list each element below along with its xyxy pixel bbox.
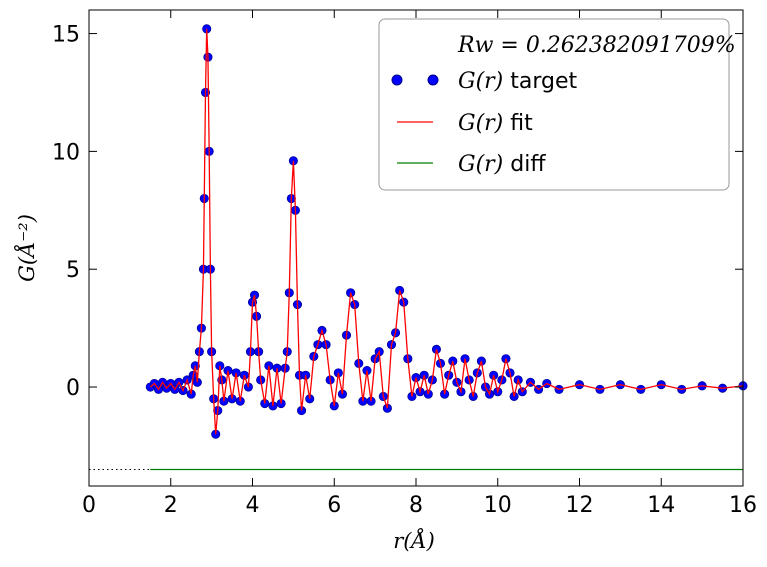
legend-item-diff: G(r) diff — [458, 152, 546, 177]
x-tick-label: 0 — [82, 493, 96, 518]
legend-rw-label: Rw = 0.262382091709% — [457, 33, 736, 58]
legend-target-marker-1 — [391, 74, 403, 86]
legend-diff-math: G(r) — [458, 152, 503, 177]
x-tick-label: 12 — [566, 493, 594, 518]
legend-fit-math: G(r) — [458, 111, 503, 136]
legend-target-math: G(r) — [458, 69, 503, 94]
x-tick-label: 2 — [164, 493, 178, 518]
x-axis-label: r(Å) — [393, 528, 435, 553]
x-tick-label: 8 — [409, 493, 423, 518]
legend-item-fit: G(r) fit — [458, 111, 533, 136]
y-tick-label: 0 — [66, 376, 80, 401]
axis-ticks: 0 2 4 6 8 10 12 14 16 0 5 10 15 — [52, 9, 757, 518]
x-tick-label: 10 — [484, 493, 512, 518]
legend-diff-text: diff — [503, 152, 546, 177]
legend-item-target: G(r) target — [458, 69, 578, 94]
legend-box — [378, 18, 730, 191]
y-axis-label: G(Å⁻²) — [14, 214, 39, 282]
x-tick-label: 16 — [729, 493, 757, 518]
y-tick-label: 15 — [52, 23, 80, 48]
legend: Rw = 0.262382091709% G(r) target G(r) fi… — [378, 18, 736, 191]
legend-fit-text: fit — [503, 111, 533, 136]
x-tick-label: 14 — [647, 493, 675, 518]
x-tick-label: 4 — [246, 493, 260, 518]
y-tick-label: 5 — [66, 258, 80, 283]
y-tick-label: 10 — [52, 140, 80, 165]
x-tick-label: 6 — [327, 493, 341, 518]
series-fit-line — [149, 28, 744, 435]
legend-target-text: target — [503, 69, 577, 94]
plot-area — [89, 24, 748, 471]
legend-target-marker-2 — [427, 74, 439, 86]
